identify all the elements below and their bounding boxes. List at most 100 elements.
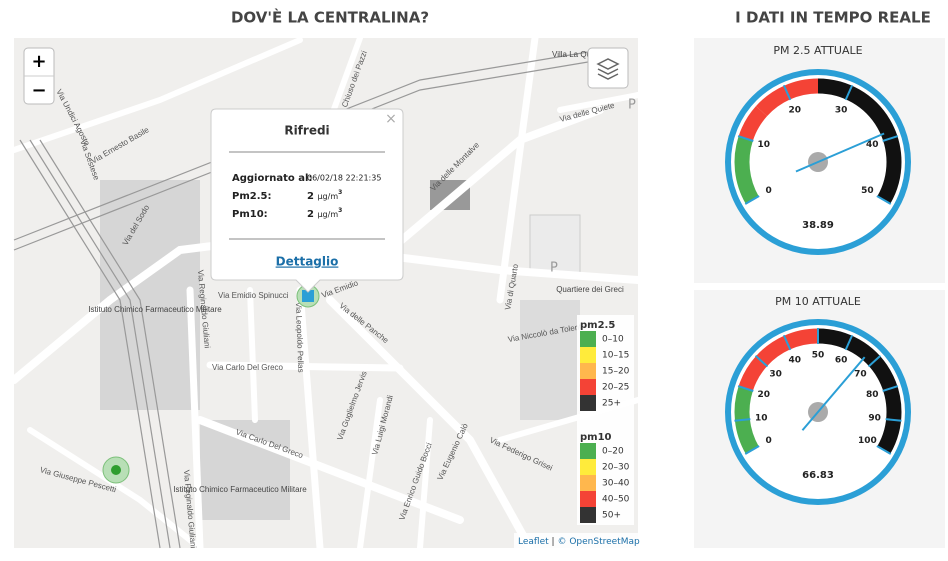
gauge-tick-label: 90 xyxy=(868,413,881,423)
gauge-band xyxy=(784,328,819,350)
park xyxy=(529,214,581,276)
gauge-tick xyxy=(885,418,902,422)
popup-value: 2 µg/m3 xyxy=(307,189,342,203)
section-title: DOV'È LA CENTRALINA? xyxy=(231,8,429,27)
legend-swatch xyxy=(580,363,596,379)
attribution-link[interactable]: © OpenStreetMap xyxy=(557,537,640,547)
gauges: PM 2.5 ATTUALE 0 10 20 30 40 50 38.89 PM 10 ATTU… xyxy=(725,44,911,505)
popup-link[interactable]: Dettaglio xyxy=(276,255,339,269)
gauge-needle xyxy=(801,356,866,431)
attribution: Leaflet | © OpenStreetMap xyxy=(518,537,640,547)
station-marker-dot xyxy=(111,465,121,475)
poi-label: Quartiere dei Greci xyxy=(556,285,624,294)
gauge-tick-label: 40 xyxy=(789,355,802,365)
gauge-needle xyxy=(795,132,885,173)
gauge-tick-label: 20 xyxy=(758,390,771,400)
gauge-tick xyxy=(737,135,754,142)
layers-button[interactable] xyxy=(587,47,629,89)
gauge-tick-label: 100 xyxy=(858,436,877,446)
gauge-tick xyxy=(882,385,899,392)
legend-label: 0–10 xyxy=(602,335,624,345)
gauge-tick-label: 10 xyxy=(755,413,768,423)
legend-label: 15–20 xyxy=(602,367,630,377)
zoom-control: + − xyxy=(23,47,55,105)
gauge-tick xyxy=(737,385,754,392)
legend-swatch xyxy=(580,347,596,363)
gauge-tick xyxy=(782,84,792,101)
poi-label: Istituto Chimico Farmaceutico Militare xyxy=(88,305,222,314)
gauge-tick xyxy=(876,195,892,205)
street-label: Via Carlo Del Greco xyxy=(212,363,284,372)
legend-label: 10–15 xyxy=(602,351,629,361)
gauge-band xyxy=(738,106,768,142)
gauge-tick xyxy=(744,445,760,455)
legend-label: 0–20 xyxy=(602,447,624,457)
legend-label: 25+ xyxy=(602,399,621,409)
building-area xyxy=(520,300,580,420)
zoom-in[interactable]: + xyxy=(31,51,46,72)
legend-swatch xyxy=(580,379,596,395)
section-title: I DATI IN TEMPO REALE xyxy=(735,9,931,27)
gauge-tick-label: 50 xyxy=(812,351,825,361)
gauge-tick-label: 0 xyxy=(766,436,772,446)
gauge-band xyxy=(817,78,902,204)
legend-title: pm2.5 xyxy=(580,320,615,331)
gauge-tick-label: 30 xyxy=(835,105,848,115)
railway xyxy=(13,49,601,549)
legend-swatch xyxy=(580,395,596,411)
gauge-tick-label: 20 xyxy=(789,105,802,115)
attribution-link[interactable]: Leaflet xyxy=(518,537,549,547)
gauge-value: 66.83 xyxy=(802,470,834,481)
popup-box xyxy=(210,108,404,293)
map[interactable]: Via Undici Agosto Via Ernesto Basile Via… xyxy=(10,34,642,552)
gauge-title: PM 2.5 ATTUALE xyxy=(773,44,862,57)
legend-swatch xyxy=(580,331,596,347)
legend-swatch xyxy=(580,475,596,491)
legend-label: 30–40 xyxy=(602,479,630,489)
gauge-tick-label: 70 xyxy=(854,369,867,379)
gauge-tick xyxy=(754,355,769,368)
street-label: Via Leopoldo Pellas xyxy=(294,302,305,373)
zoom-out[interactable]: − xyxy=(31,80,46,101)
gauge-band xyxy=(817,328,902,454)
gauge-tick xyxy=(867,355,882,368)
gauge-tick-label: 30 xyxy=(769,369,782,379)
legend-label: 20–30 xyxy=(602,463,630,473)
gauge-tick-label: 60 xyxy=(835,355,848,365)
legend-swatch xyxy=(580,491,596,507)
gauge-tick xyxy=(844,84,854,101)
roads xyxy=(10,34,642,552)
gauge-tick xyxy=(876,445,892,455)
popup-label: Pm10: xyxy=(232,209,268,220)
layers-control[interactable] xyxy=(587,47,629,89)
gauge-tick-label: 40 xyxy=(866,140,879,150)
parking: P xyxy=(550,261,558,276)
legend-swatch xyxy=(580,443,596,459)
gauge-tick-label: 0 xyxy=(766,186,772,196)
layers-icon xyxy=(596,58,620,80)
station-marker-dot xyxy=(302,290,314,302)
popup-value: 06/02/18 22:21:35 xyxy=(307,174,381,183)
attribution-box xyxy=(514,533,638,548)
popup-label: Pm2.5: xyxy=(232,191,271,202)
popup-close[interactable]: × xyxy=(385,111,397,127)
legend-label: 40–50 xyxy=(602,495,630,505)
gauge-tick xyxy=(744,195,760,205)
gauge-tick xyxy=(844,334,854,351)
popup-label: Aggiornato al: xyxy=(232,173,312,184)
poi-label: Villa La Quiete xyxy=(552,50,604,59)
gauge-tick-label: 50 xyxy=(861,186,874,196)
gauge-tick-label: 10 xyxy=(758,140,771,150)
popup-title: Rifredi xyxy=(284,124,329,138)
gauge-value: 38.89 xyxy=(802,220,834,231)
popup: × Rifredi Aggiornato al: 06/02/18 22:21:… xyxy=(210,108,404,293)
gauge-tick xyxy=(882,135,899,142)
gauge-tick xyxy=(734,418,751,422)
legend: pm2.5 0–10 10–15 15–20 20–25 25+ pm10 0–20 20–30… xyxy=(580,320,630,523)
legend-swatch xyxy=(580,507,596,523)
parking: P xyxy=(628,98,636,113)
popup-value: 2 µg/m3 xyxy=(307,207,342,221)
legend-swatch xyxy=(580,459,596,475)
